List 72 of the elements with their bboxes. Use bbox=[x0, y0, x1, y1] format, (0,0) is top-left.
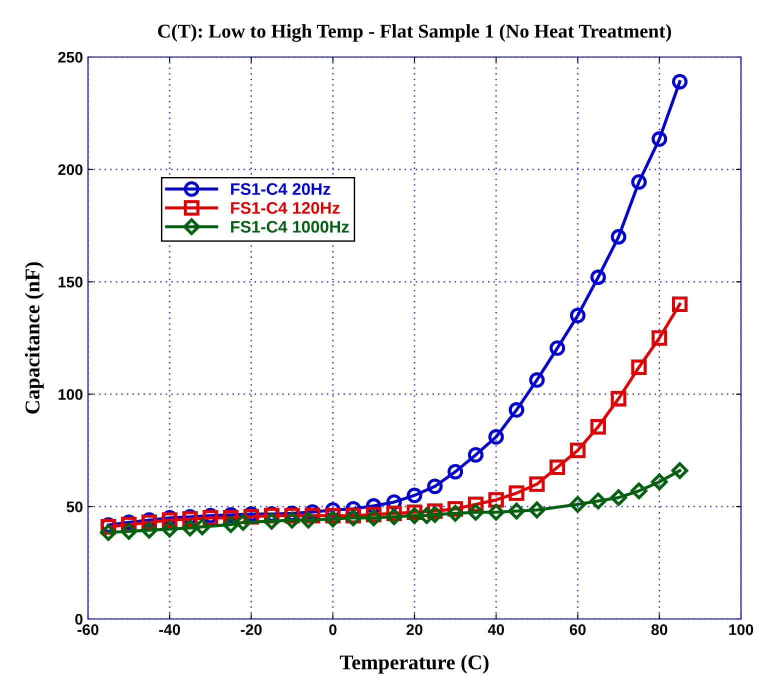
x-tick-label: -40 bbox=[159, 624, 180, 636]
point bbox=[222, 516, 240, 533]
point bbox=[406, 507, 423, 524]
y-tick-label: 100 bbox=[58, 389, 83, 400]
point bbox=[300, 512, 317, 528]
point bbox=[672, 74, 688, 90]
point bbox=[550, 340, 566, 356]
point bbox=[406, 488, 422, 504]
y-tick-label: 150 bbox=[58, 276, 83, 288]
point bbox=[590, 492, 607, 510]
x-tick-label: -20 bbox=[240, 624, 262, 636]
point bbox=[528, 502, 546, 518]
point bbox=[234, 514, 252, 531]
point bbox=[529, 372, 545, 388]
point bbox=[610, 390, 626, 406]
x-tick-label: -60 bbox=[78, 624, 98, 636]
point bbox=[365, 509, 382, 526]
point bbox=[324, 510, 342, 528]
point bbox=[263, 512, 280, 530]
point bbox=[570, 308, 586, 324]
point bbox=[100, 524, 117, 541]
point bbox=[508, 402, 524, 418]
point bbox=[671, 462, 688, 480]
point bbox=[570, 442, 586, 458]
point bbox=[488, 429, 504, 445]
point bbox=[194, 518, 211, 536]
point bbox=[630, 482, 648, 500]
point bbox=[652, 330, 668, 346]
point bbox=[610, 489, 627, 506]
point bbox=[590, 270, 606, 286]
point bbox=[550, 459, 566, 476]
point bbox=[386, 508, 402, 526]
point bbox=[631, 174, 647, 190]
point bbox=[448, 464, 464, 480]
x-tick-label: 0 bbox=[329, 624, 336, 636]
x-tick-label: 40 bbox=[488, 624, 504, 636]
point bbox=[652, 131, 668, 147]
point bbox=[426, 506, 444, 523]
x-tick-label: 80 bbox=[651, 624, 668, 636]
y-tick-label: 200 bbox=[58, 164, 83, 176]
point bbox=[467, 504, 484, 521]
y-tick-label: 250 bbox=[58, 52, 83, 63]
point bbox=[508, 502, 525, 520]
point bbox=[284, 512, 300, 528]
point bbox=[569, 496, 586, 513]
point bbox=[182, 520, 198, 536]
chart-title: C(T): Low to High Temp - Flat Sample 1 (No Heat Treatment) bbox=[158, 24, 672, 42]
point bbox=[344, 509, 362, 526]
y-tick-label: 0 bbox=[75, 614, 83, 625]
legend-label: FS1-C4 120Hz bbox=[231, 202, 340, 214]
point bbox=[120, 522, 138, 540]
point bbox=[468, 447, 484, 463]
point bbox=[672, 296, 688, 312]
point bbox=[508, 485, 524, 501]
point bbox=[140, 522, 158, 539]
point bbox=[590, 419, 606, 435]
point bbox=[610, 229, 626, 245]
y-tick-label: 50 bbox=[66, 501, 83, 512]
point bbox=[488, 504, 505, 521]
x-tick-label: 100 bbox=[729, 624, 754, 636]
legend-label: FS1-C4 1000Hz bbox=[231, 220, 349, 233]
point bbox=[529, 476, 545, 492]
x-axis-title: Temperature (C) bbox=[340, 654, 489, 674]
x-tick-label: 60 bbox=[570, 624, 586, 636]
point bbox=[427, 478, 443, 494]
point bbox=[631, 359, 647, 376]
point bbox=[161, 520, 178, 538]
legend-label: FS1-C4 20Hz bbox=[231, 183, 330, 195]
y-axis-title: Capacitance (nF) bbox=[24, 262, 44, 414]
point bbox=[446, 504, 464, 522]
point bbox=[650, 473, 668, 490]
x-tick-label: 20 bbox=[406, 624, 422, 636]
